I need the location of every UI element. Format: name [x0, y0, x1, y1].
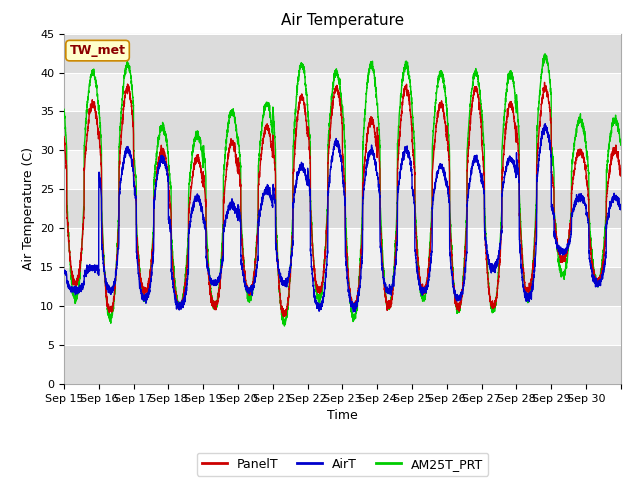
Y-axis label: Air Temperature (C): Air Temperature (C)	[22, 147, 35, 270]
AirT	[495, 248, 503, 253]
Line: AirT: AirT	[64, 124, 621, 312]
X-axis label: Time: Time	[327, 409, 358, 422]
PanelT	[364, 131, 371, 137]
Bar	[64, 267, 621, 306]
Bar	[64, 228, 621, 267]
PanelT	[523, 288, 531, 294]
AirT	[364, 162, 371, 168]
AM25T_PRT	[495, 254, 503, 260]
AM25T_PRT	[537, 78, 545, 84]
PanelT	[541, 80, 548, 85]
AM25T_PRT	[175, 300, 183, 306]
AirT	[175, 303, 183, 309]
PanelT	[393, 224, 401, 229]
Line: PanelT: PanelT	[64, 83, 621, 317]
Text: TW_met: TW_met	[70, 44, 125, 57]
AirT	[523, 295, 531, 300]
Bar	[64, 150, 621, 189]
AirT	[349, 309, 357, 315]
PanelT	[60, 134, 68, 140]
Bar	[64, 72, 621, 111]
AirT	[541, 121, 549, 127]
PanelT	[537, 110, 545, 116]
AirT	[617, 206, 625, 212]
AirT	[60, 268, 68, 274]
PanelT	[495, 268, 503, 274]
AM25T_PRT	[617, 142, 625, 147]
AM25T_PRT	[280, 323, 288, 329]
AM25T_PRT	[393, 207, 401, 213]
AirT	[393, 240, 401, 245]
Bar	[64, 111, 621, 150]
PanelT	[175, 302, 183, 308]
AM25T_PRT	[364, 80, 371, 85]
AM25T_PRT	[60, 107, 68, 112]
AM25T_PRT	[523, 290, 531, 296]
PanelT	[280, 314, 288, 320]
Bar	[64, 345, 621, 384]
Bar	[64, 306, 621, 345]
Bar	[64, 34, 621, 72]
PanelT	[617, 173, 625, 179]
Title: Air Temperature: Air Temperature	[281, 13, 404, 28]
AirT	[537, 141, 545, 146]
Legend: PanelT, AirT, AM25T_PRT: PanelT, AirT, AM25T_PRT	[196, 453, 488, 476]
Bar	[64, 189, 621, 228]
Line: AM25T_PRT: AM25T_PRT	[64, 54, 621, 326]
AM25T_PRT	[541, 51, 549, 57]
